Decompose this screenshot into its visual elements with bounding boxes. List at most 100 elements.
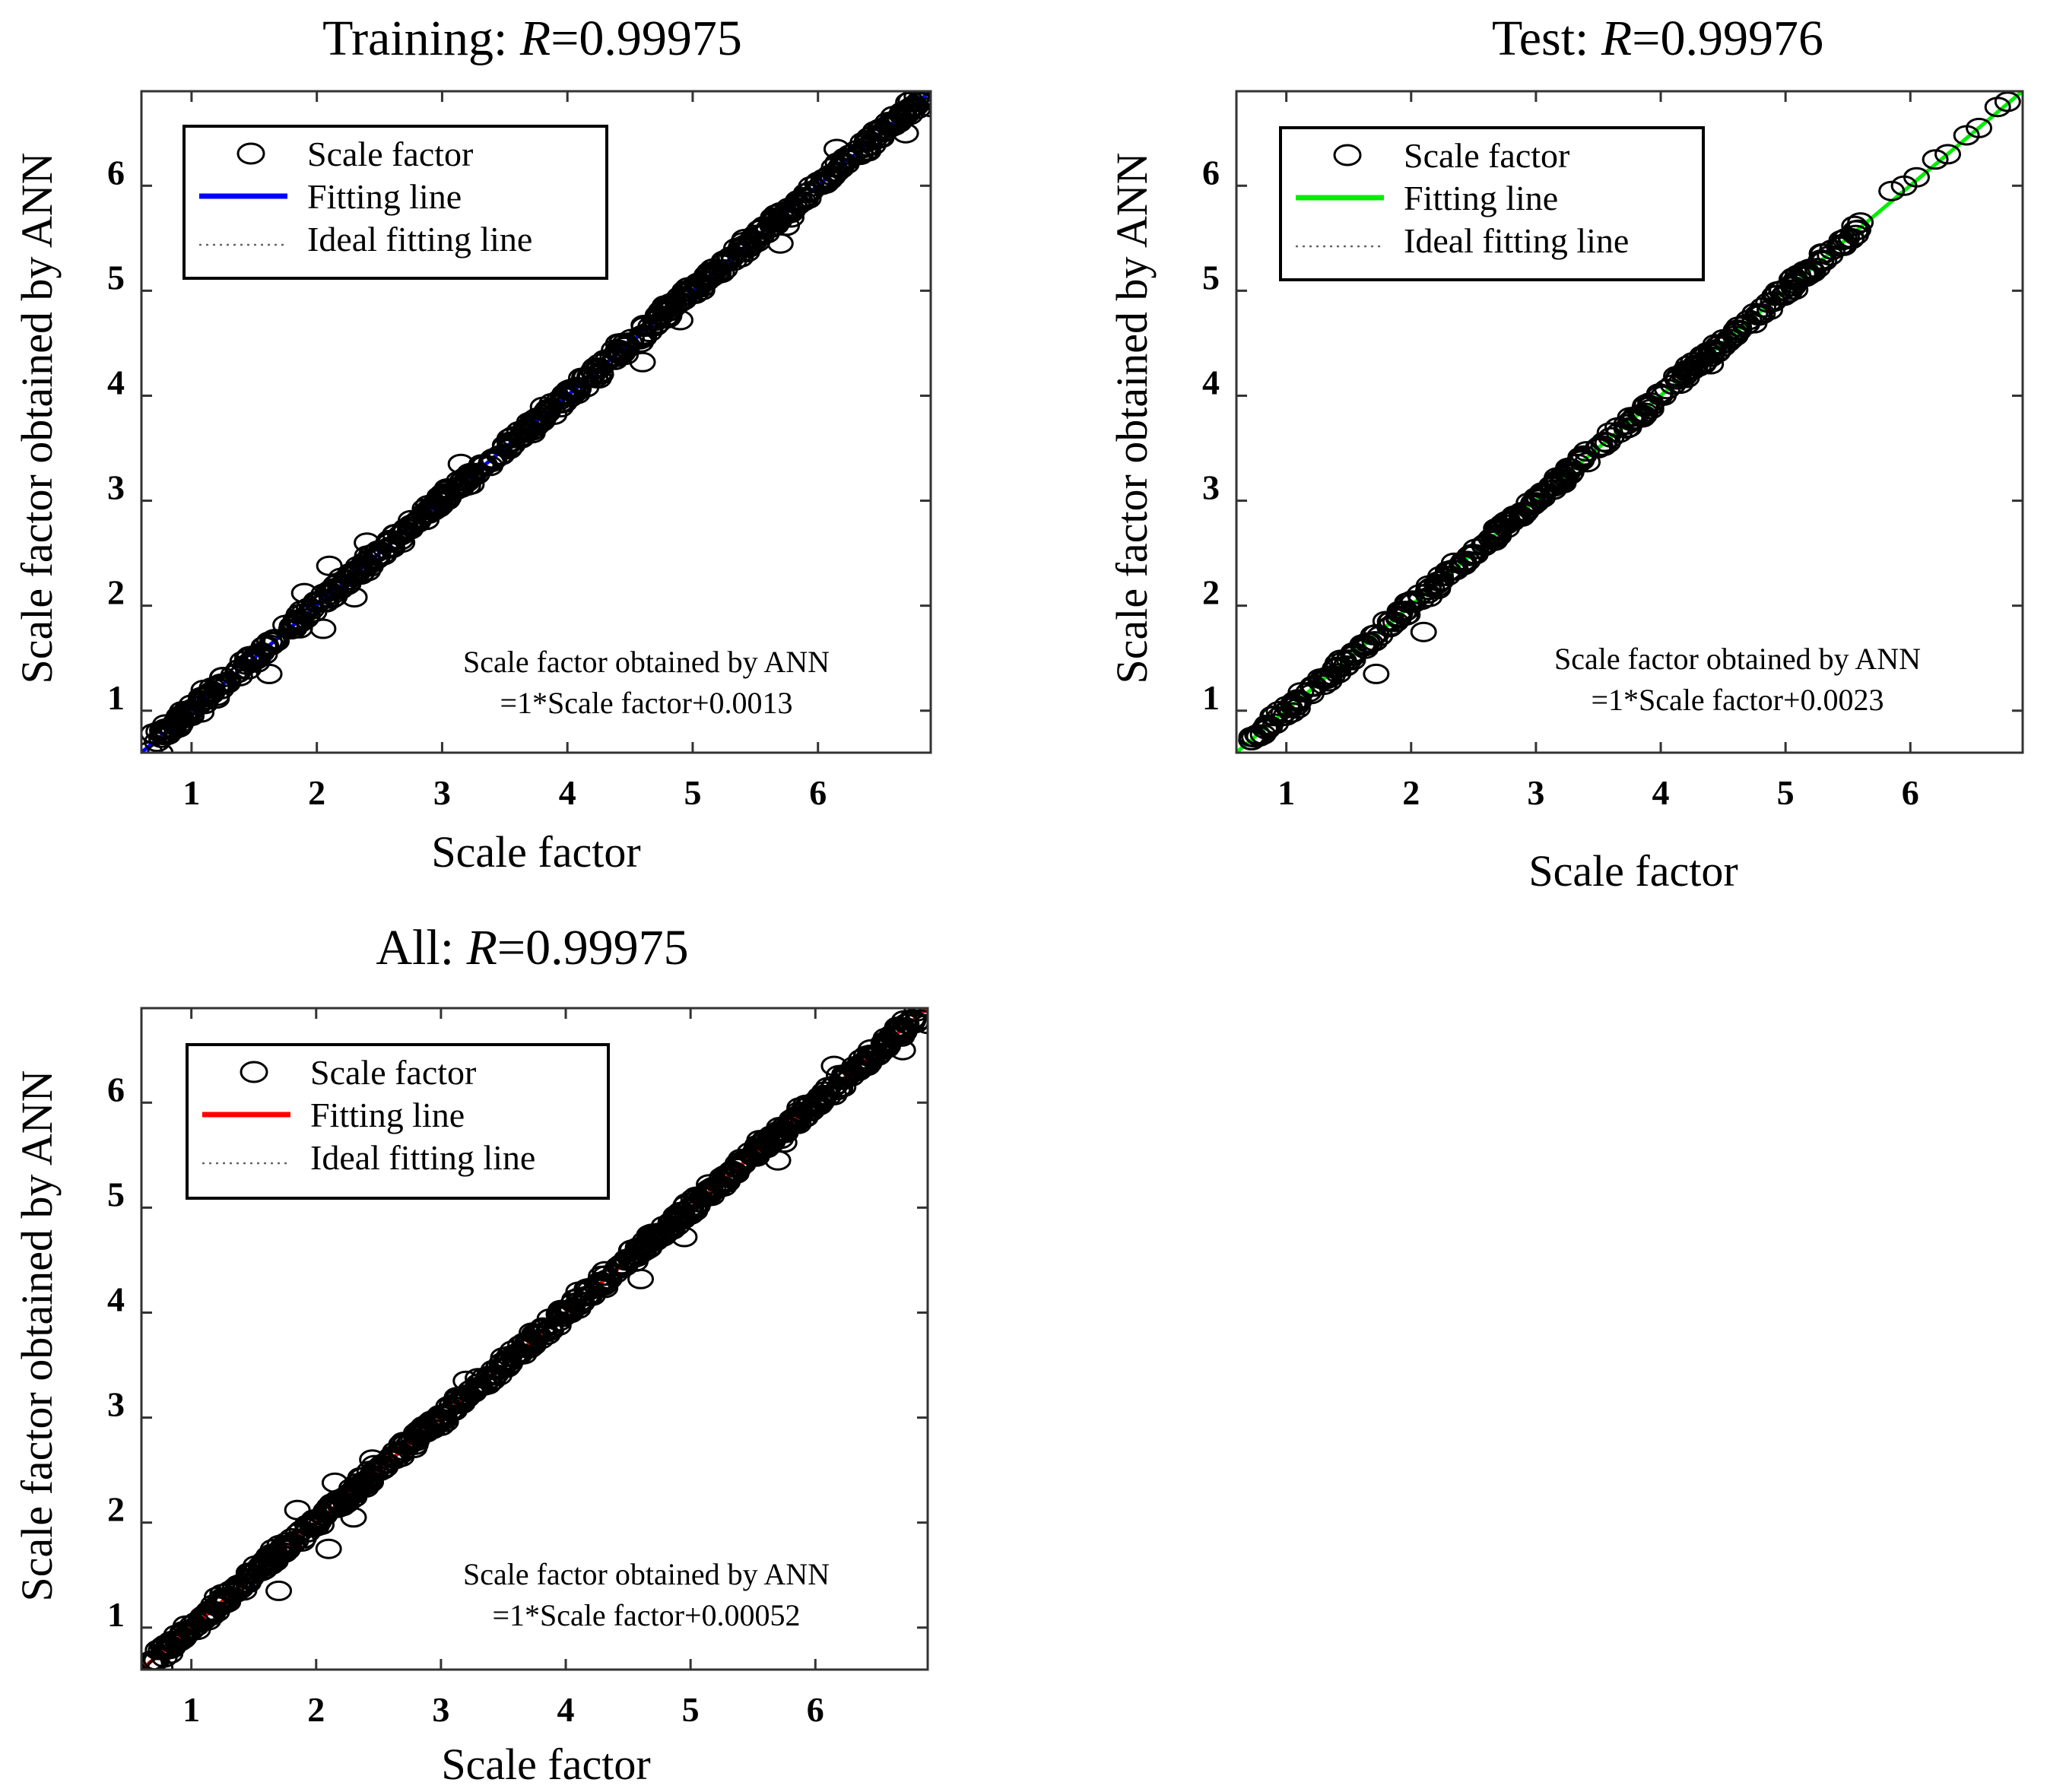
data-point: [1679, 359, 1706, 380]
data-point: [488, 1358, 516, 1379]
x-tick-label: 4: [1652, 773, 1670, 812]
data-point: [1418, 576, 1446, 598]
plot-content: [141, 91, 931, 753]
scatter-points: [1238, 91, 2021, 751]
data-point: [195, 683, 222, 705]
legend-marker-circle-icon: [240, 1061, 268, 1083]
data-point: [652, 308, 680, 329]
data-point: [1456, 545, 1484, 566]
data-point: [627, 1268, 655, 1289]
y-tick-label: 4: [107, 363, 125, 401]
data-point: [321, 1472, 348, 1493]
data-point: [427, 1404, 454, 1426]
data-point: [766, 233, 794, 254]
y-tick-label: 6: [1202, 153, 1220, 192]
data-point: [1750, 297, 1777, 318]
data-point: [666, 309, 693, 331]
data-point: [352, 1476, 379, 1498]
data-point: [1544, 469, 1571, 490]
chart-title: Training: R=0.99975: [322, 11, 742, 66]
data-point: [605, 1256, 633, 1277]
regression-equation-line1: Scale factor obtained by ANN: [1554, 642, 1921, 676]
data-point: [586, 1271, 613, 1292]
x-axis-label: Scale factor: [441, 1740, 650, 1789]
legend-label: Fitting line: [1404, 179, 1558, 217]
y-tick-label: 6: [107, 153, 125, 192]
data-point: [1378, 615, 1405, 636]
chart-title: Test: R=0.99976: [1492, 11, 1823, 66]
regression-equation-line2: =1*Scale factor+0.00052: [493, 1598, 801, 1632]
legend-label: Ideal fitting line: [310, 1138, 535, 1177]
data-point: [1315, 665, 1343, 687]
data-point: [248, 1560, 275, 1581]
x-tick-label: 6: [809, 773, 827, 812]
data-point: [163, 1630, 191, 1651]
chart-title-value: =0.99975: [497, 920, 689, 975]
x-tick-label: 2: [308, 773, 325, 812]
data-point: [266, 1534, 294, 1556]
x-tick-label: 5: [682, 1690, 700, 1729]
chart-title-prefix: Test:: [1492, 11, 1601, 66]
x-tick-label: 6: [807, 1690, 824, 1729]
y-tick-label: 1: [107, 1595, 125, 1634]
data-point: [700, 258, 727, 279]
plot-content: [141, 1008, 928, 1670]
data-point: [1573, 441, 1600, 462]
data-point: [265, 1580, 293, 1601]
y-tick-label: 5: [107, 1175, 125, 1213]
data-point: [592, 1261, 619, 1282]
data-point: [716, 248, 743, 269]
data-point: [1903, 167, 1930, 188]
regression-equation-line2: =1*Scale factor+0.0013: [500, 686, 793, 720]
data-point: [147, 1657, 174, 1670]
data-point: [580, 362, 608, 383]
data-point: [1394, 604, 1421, 625]
data-point: [627, 328, 654, 350]
legend-label: Scale factor: [1404, 136, 1569, 175]
data-point: [316, 555, 343, 576]
data-point: [815, 1086, 843, 1107]
data-point: [275, 1536, 303, 1557]
data-point: [281, 618, 308, 639]
legend-label: Scale factor: [307, 135, 473, 173]
regression-equation-line1: Scale factor obtained by ANN: [463, 645, 830, 679]
data-point: [1697, 354, 1725, 375]
data-point: [205, 1594, 232, 1615]
scatter-points: [141, 1008, 928, 1670]
data-point: [1725, 316, 1753, 338]
data-point: [1598, 427, 1625, 448]
data-point: [1769, 280, 1796, 301]
data-point: [310, 583, 338, 604]
data-point: [192, 687, 219, 708]
y-tick-label: 2: [107, 573, 125, 612]
data-point: [496, 428, 523, 449]
data-point: [346, 558, 373, 579]
legend-label: Ideal fitting line: [1404, 221, 1629, 260]
data-point: [624, 1242, 651, 1264]
data-point: [826, 1064, 853, 1086]
data-point: [631, 1230, 659, 1251]
data-point: [1363, 663, 1390, 684]
data-point: [854, 136, 881, 157]
data-point: [551, 392, 578, 413]
x-tick-label: 3: [432, 1690, 449, 1729]
data-point: [646, 305, 673, 326]
data-point: [354, 532, 381, 553]
data-point: [629, 351, 656, 373]
data-point: [1994, 91, 2021, 113]
x-axis-label: Scale factor: [431, 827, 640, 877]
data-point: [1273, 696, 1300, 717]
legend-marker-circle-icon: [1333, 144, 1362, 167]
legend-label: Fitting line: [310, 1096, 465, 1134]
x-tick-label: 4: [557, 1690, 575, 1729]
data-point: [1523, 487, 1550, 508]
data-point: [820, 1055, 848, 1077]
data-point: [427, 495, 454, 516]
legend-label: Fitting line: [307, 177, 462, 216]
x-tick-label: 5: [684, 773, 701, 812]
regression-equation-line2: =1*Scale factor+0.0023: [1592, 683, 1884, 717]
y-tick-label: 5: [107, 258, 125, 297]
data-point: [250, 636, 278, 657]
data-point: [229, 651, 256, 672]
